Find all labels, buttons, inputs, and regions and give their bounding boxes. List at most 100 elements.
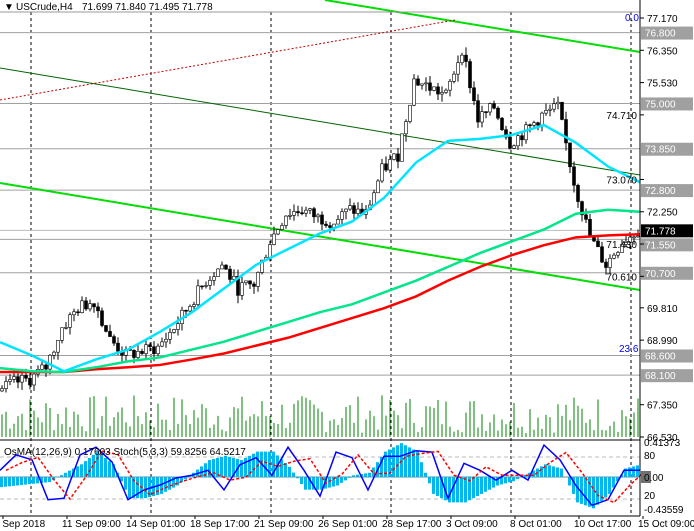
candle-body <box>488 103 492 113</box>
osma-bar <box>272 451 275 477</box>
candle-body <box>48 354 52 370</box>
osma-bar <box>404 445 407 477</box>
osma-bar <box>256 451 259 477</box>
candle-body <box>612 254 616 259</box>
candle-body <box>564 119 568 144</box>
subwindow-max-label: 0.41373 <box>644 438 681 449</box>
time-label: 3 Oct 09:00 <box>446 519 498 530</box>
candle-body <box>0 388 4 392</box>
time-label: 21 Sep 09:00 <box>254 519 314 530</box>
candle-body <box>160 341 164 347</box>
candle-body <box>252 283 256 287</box>
candle-body <box>280 225 284 230</box>
candle-body <box>16 376 20 383</box>
price-tick-label: 67.350 <box>647 401 678 412</box>
price-tick-label: 66.530 <box>647 433 678 444</box>
candle-body <box>244 280 248 284</box>
candle-body <box>112 336 116 344</box>
osma-bar <box>508 477 511 483</box>
osma-bar <box>608 477 611 494</box>
osma-bar <box>432 477 435 494</box>
level-label-box <box>641 238 693 252</box>
candle-body <box>100 310 104 326</box>
candle-body <box>504 129 508 138</box>
osma-bar <box>596 477 599 505</box>
candle-body <box>136 351 140 358</box>
candle-body <box>256 272 260 287</box>
osma-bar <box>572 477 575 494</box>
candle-body <box>580 201 584 216</box>
subwindow-min-label: -0.43559 <box>644 505 684 516</box>
candle-body <box>460 54 464 64</box>
symbol-label: USCrude,H4 <box>16 2 73 13</box>
candle-body <box>496 107 500 119</box>
candle-body <box>144 344 148 354</box>
osma-bar <box>488 477 491 490</box>
candle-body <box>416 78 420 86</box>
candle-body <box>404 121 408 135</box>
candle-body <box>632 236 636 239</box>
candle-body <box>516 135 520 147</box>
osma-bar <box>48 477 51 483</box>
osma-bar <box>628 467 631 477</box>
candle-body <box>600 246 604 263</box>
candle-body <box>344 208 348 213</box>
candle-body <box>340 211 344 220</box>
candle-body <box>228 268 232 280</box>
osma-bar <box>80 464 83 477</box>
osma-bar <box>484 477 487 492</box>
osma-bar <box>280 459 283 477</box>
candle-body <box>164 338 168 343</box>
osma-bar <box>576 477 579 503</box>
osma-bar <box>104 457 107 477</box>
candle-body <box>464 54 468 62</box>
osma-bar <box>472 477 475 499</box>
candle-body <box>28 377 32 386</box>
candle-body <box>532 122 536 126</box>
osma-bar <box>516 477 519 480</box>
candle-body <box>616 252 620 256</box>
osma-bar <box>568 477 571 486</box>
candle-body <box>388 159 392 171</box>
candle-body <box>552 103 556 110</box>
osma-bar <box>416 451 419 477</box>
osma-bar <box>560 468 563 477</box>
osma-bar <box>364 473 367 477</box>
osma-bar <box>600 477 603 502</box>
osma-bar <box>308 477 311 490</box>
osma-bar <box>420 462 423 477</box>
osma-bar <box>204 463 207 477</box>
price-tick-label: 69.810 <box>647 304 678 315</box>
level-label: 75.000 <box>645 99 676 110</box>
osma-bar <box>88 457 91 477</box>
symbol-dropdown-icon[interactable]: ▼ <box>4 2 14 13</box>
osma-bar <box>612 477 615 488</box>
candle-body <box>156 345 160 354</box>
osma-bar <box>184 477 187 480</box>
level-label: 70.700 <box>645 269 676 280</box>
osma-bar <box>356 474 359 477</box>
candle-body <box>380 163 384 182</box>
osma-bar <box>180 477 183 483</box>
osma-bar <box>312 477 315 490</box>
osma-bar <box>36 477 39 484</box>
candle-body <box>204 285 208 287</box>
osma-bar <box>344 477 347 481</box>
trend-line-lower <box>0 182 641 291</box>
candle-body <box>420 83 424 86</box>
level-80-label: 80 <box>644 451 656 462</box>
candle-body <box>428 82 432 91</box>
osma-bar <box>528 472 531 477</box>
osma-bar <box>68 470 71 477</box>
price-tick-label: 70.610 <box>606 272 637 283</box>
candle-body <box>412 78 416 106</box>
candle-body <box>104 325 108 332</box>
osma-bar <box>176 477 179 486</box>
candle-body <box>140 351 144 354</box>
osma-bar <box>380 456 383 477</box>
price-tick-label: 74.710 <box>606 111 637 122</box>
osma-bar <box>316 477 319 490</box>
candle-body <box>468 61 472 89</box>
candle-body <box>184 309 188 312</box>
